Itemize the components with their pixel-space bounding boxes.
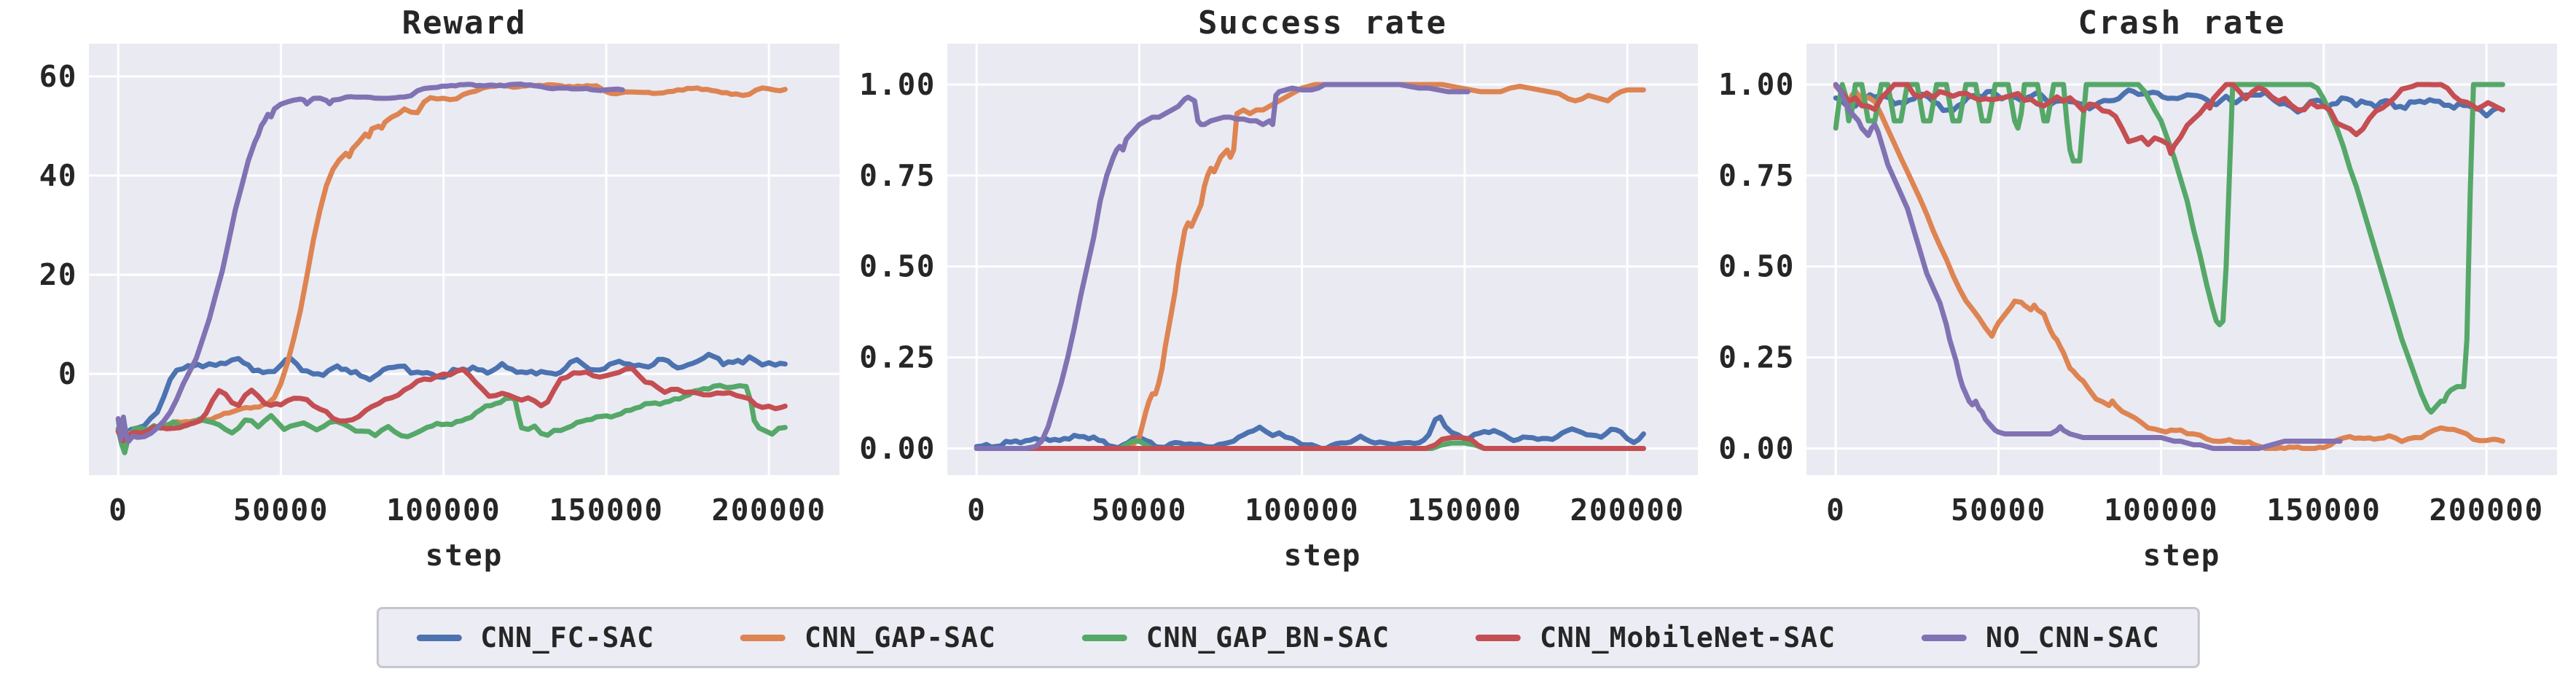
legend-item-cnn-gap-sac: CNN_GAP-SAC <box>740 622 996 654</box>
svg-text:100000: 100000 <box>386 493 501 528</box>
legend-label-cnn-gap-bn-sac: CNN_GAP_BN-SAC <box>1146 622 1390 654</box>
legend-item-cnn-mobilenet-sac: CNN_MobileNet-SAC <box>1476 622 1836 654</box>
svg-text:0: 0 <box>967 493 986 528</box>
svg-text:0.75: 0.75 <box>859 158 936 193</box>
reward-title: Reward <box>402 4 527 42</box>
svg-text:40: 40 <box>39 158 77 193</box>
svg-text:50000: 50000 <box>1092 493 1187 528</box>
svg-text:1.00: 1.00 <box>1718 67 1795 102</box>
panel-reward: Reward 0 50000 100000 150000 200000 0 20 40 60 s… <box>0 0 858 690</box>
svg-text:200000: 200000 <box>2430 493 2544 528</box>
legend-label-cnn-gap-sac: CNN_GAP-SAC <box>804 622 996 654</box>
legend-swatch-cnn-mobilenet-sac <box>1476 634 1522 641</box>
success-rate-title: Success rate <box>1198 4 1447 42</box>
legend-item-cnn-fc-sac: CNN_FC-SAC <box>416 622 654 654</box>
legend-swatch-cnn-fc-sac <box>416 634 462 641</box>
legend-swatch-cnn-gap-bn-sac <box>1081 634 1127 641</box>
legend-label-cnn-fc-sac: CNN_FC-SAC <box>480 622 655 654</box>
svg-text:0.50: 0.50 <box>859 249 936 284</box>
svg-text:100000: 100000 <box>1245 493 1359 528</box>
crash-rate-plot: 0 50000 100000 150000 200000 0.00 0.25 0.50 0.75… <box>1718 44 2557 528</box>
legend: CNN_FC-SAC CNN_GAP-SAC CNN_GAP_BN-SAC CN… <box>376 607 2200 668</box>
svg-text:60: 60 <box>39 59 77 94</box>
svg-text:50000: 50000 <box>233 493 329 528</box>
reward-x-axis-label: step <box>425 538 504 573</box>
svg-text:0.75: 0.75 <box>1718 158 1795 193</box>
crash-rate-x-axis-label: step <box>2142 538 2221 573</box>
svg-text:0: 0 <box>1826 493 1845 528</box>
legend-swatch-cnn-gap-sac <box>740 634 786 641</box>
svg-text:0.50: 0.50 <box>1718 249 1795 284</box>
crash-rate-title: Crash rate <box>2078 4 2286 42</box>
svg-text:0: 0 <box>109 493 128 528</box>
svg-text:50000: 50000 <box>1951 493 2046 528</box>
legend-label-cnn-mobilenet-sac: CNN_MobileNet-SAC <box>1540 622 1836 654</box>
legend-label-no-cnn-sac: NO_CNN-SAC <box>1985 622 2160 654</box>
svg-text:0: 0 <box>58 356 77 391</box>
svg-text:150000: 150000 <box>549 493 663 528</box>
svg-text:0.00: 0.00 <box>859 431 936 466</box>
success-rate-plot: 0 50000 100000 150000 200000 0.00 0.25 0.50 0.75… <box>859 44 1698 528</box>
reward-plot: 0 50000 100000 150000 200000 0 20 40 60 <box>39 44 839 528</box>
svg-text:0.25: 0.25 <box>859 340 936 375</box>
svg-text:20: 20 <box>39 257 77 292</box>
svg-text:200000: 200000 <box>1570 493 1685 528</box>
svg-text:200000: 200000 <box>712 493 826 528</box>
svg-text:150000: 150000 <box>1407 493 1522 528</box>
svg-text:0.00: 0.00 <box>1718 431 1795 466</box>
svg-text:150000: 150000 <box>2266 493 2381 528</box>
success-rate-x-axis-label: step <box>1283 538 1362 573</box>
legend-item-no-cnn-sac: NO_CNN-SAC <box>1921 622 2160 654</box>
legend-item-cnn-gap-bn-sac: CNN_GAP_BN-SAC <box>1081 622 1390 654</box>
legend-swatch-no-cnn-sac <box>1921 634 1967 641</box>
panel-crash-rate: Crash rate 0 50000 100000 150000 200000 0.00 0… <box>1718 0 2576 690</box>
panel-success-rate: Success rate 0 50000 100000 150000 200000 0.0… <box>858 0 1717 690</box>
svg-text:0.25: 0.25 <box>1718 340 1795 375</box>
svg-text:100000: 100000 <box>2104 493 2218 528</box>
svg-text:1.00: 1.00 <box>859 67 936 102</box>
